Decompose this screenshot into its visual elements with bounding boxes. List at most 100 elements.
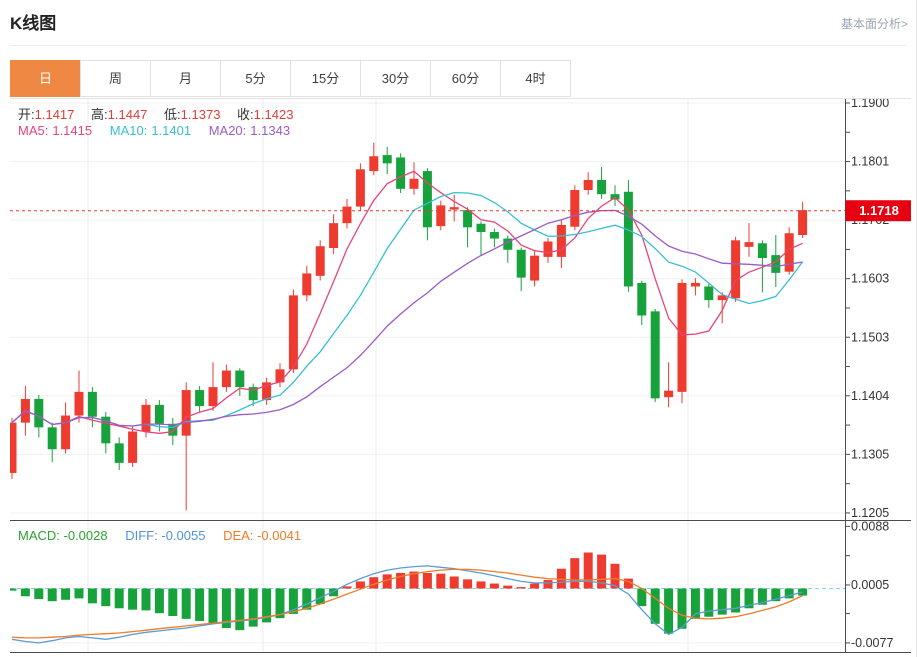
fundamental-analysis-link[interactable]: 基本面分析> — [840, 17, 908, 31]
candle-17[interactable] — [235, 368, 245, 396]
candle-46[interactable] — [623, 179, 633, 292]
macd-bar — [409, 571, 419, 589]
candle-48[interactable] — [650, 308, 660, 402]
macd-bar — [195, 588, 205, 621]
candle-51[interactable] — [690, 278, 700, 296]
candle-15[interactable] — [208, 362, 218, 411]
candle-7[interactable] — [101, 411, 111, 454]
tab-15分[interactable]: 15分 — [290, 60, 361, 97]
candle-30[interactable] — [409, 162, 419, 195]
macd-bar — [154, 588, 164, 614]
macd-bar — [315, 588, 325, 605]
candle-16[interactable] — [221, 364, 231, 392]
ohlc-readout: 开:1.1417 高:1.1447 低:1.1373 收:1.1423 — [18, 104, 306, 123]
macd-bar — [47, 588, 57, 602]
macd-bar — [784, 588, 794, 599]
candle-8[interactable] — [114, 437, 124, 470]
interval-tabs: 日周月 5分 15分 30分 60分 4时 — [10, 60, 571, 97]
candle-45[interactable] — [610, 185, 620, 206]
candle-37[interactable] — [503, 235, 513, 263]
candle-0[interactable] — [8, 417, 17, 479]
tab-5分[interactable]: 5分 — [220, 60, 291, 97]
diff-label: DIFF: — [125, 528, 158, 543]
high-value: 1.1447 — [107, 107, 148, 122]
price-axis-label: 1.1404 — [851, 389, 889, 403]
candle-18[interactable] — [248, 383, 258, 407]
candle-23[interactable] — [315, 240, 325, 281]
tab-30分[interactable]: 30分 — [360, 60, 431, 97]
candle-4[interactable] — [61, 402, 71, 454]
candle-36[interactable] — [489, 228, 499, 248]
macd-bar — [302, 588, 312, 610]
macd-bar — [221, 588, 231, 629]
candle-35[interactable] — [476, 221, 486, 256]
candle-53[interactable] — [717, 292, 727, 324]
candle-42[interactable] — [570, 185, 580, 231]
candle-22[interactable] — [302, 265, 312, 302]
price-axis-label: 1.1801 — [851, 155, 889, 169]
macd-bar — [583, 552, 593, 589]
tab-周[interactable]: 周 — [80, 60, 151, 97]
candle-26[interactable] — [355, 163, 365, 211]
candle-58[interactable] — [784, 227, 794, 275]
candle-9[interactable] — [128, 425, 138, 468]
candle-55[interactable] — [744, 223, 754, 257]
macd-bar — [690, 588, 700, 619]
price-axis-label: 1.1503 — [851, 330, 889, 344]
macd-bar — [248, 588, 258, 627]
candle-31[interactable] — [422, 168, 432, 241]
candle-20[interactable] — [275, 363, 285, 388]
candle-33[interactable] — [449, 194, 459, 222]
macd-bar — [87, 588, 97, 604]
candle-44[interactable] — [597, 166, 607, 199]
tab-月[interactable]: 月 — [150, 60, 221, 97]
candle-14[interactable] — [195, 385, 205, 412]
macd-bar — [489, 583, 499, 589]
tab-4时[interactable]: 4时 — [500, 60, 571, 97]
ma-readout: MA5: 1.1415 MA10: 1.1401 MA20: 1.1343 — [18, 123, 294, 138]
candle-40[interactable] — [543, 237, 553, 263]
candle-43[interactable] — [583, 172, 593, 195]
candle-52[interactable] — [704, 284, 714, 308]
macd-bar — [757, 588, 767, 605]
candle-5[interactable] — [74, 370, 84, 423]
macd-bar — [34, 588, 44, 600]
candle-27[interactable] — [369, 142, 379, 176]
close-value: 1.1423 — [253, 107, 294, 122]
candle-41[interactable] — [556, 220, 566, 269]
candle-54[interactable] — [731, 236, 741, 302]
macd-bar — [342, 586, 352, 589]
macd-bar — [610, 563, 620, 589]
tab-日[interactable]: 日 — [10, 60, 81, 97]
candle-13[interactable] — [181, 382, 191, 511]
candle-38[interactable] — [516, 247, 526, 292]
candle-3[interactable] — [47, 422, 57, 463]
candle-19[interactable] — [262, 377, 272, 405]
macd-bar — [262, 588, 272, 623]
macd-bar — [128, 588, 138, 610]
macd-bar — [677, 588, 687, 629]
candle-59[interactable] — [798, 201, 808, 238]
candle-49[interactable] — [664, 362, 674, 408]
macd-value: -0.0028 — [63, 528, 108, 543]
candle-50[interactable] — [677, 279, 687, 404]
candle-56[interactable] — [757, 240, 767, 293]
tab-60分[interactable]: 60分 — [430, 60, 501, 97]
macd-histogram — [10, 552, 808, 634]
macd-axis-label: -0.0077 — [851, 636, 893, 650]
candle-28[interactable] — [382, 146, 392, 175]
diff-value: -0.0055 — [161, 528, 206, 543]
current-price-tag-text: 1.1718 — [859, 203, 899, 218]
candle-34[interactable] — [463, 207, 473, 248]
macd-bar — [275, 588, 285, 619]
candle-10[interactable] — [141, 398, 151, 438]
candle-29[interactable] — [396, 153, 406, 193]
candle-25[interactable] — [342, 198, 352, 229]
candle-39[interactable] — [530, 250, 540, 287]
candle-32[interactable] — [436, 200, 446, 231]
macd-bar — [181, 588, 191, 619]
candle-24[interactable] — [329, 214, 339, 254]
candle-21[interactable] — [288, 289, 298, 373]
ma20-label: MA20: — [208, 123, 247, 138]
candle-47[interactable] — [637, 280, 647, 325]
